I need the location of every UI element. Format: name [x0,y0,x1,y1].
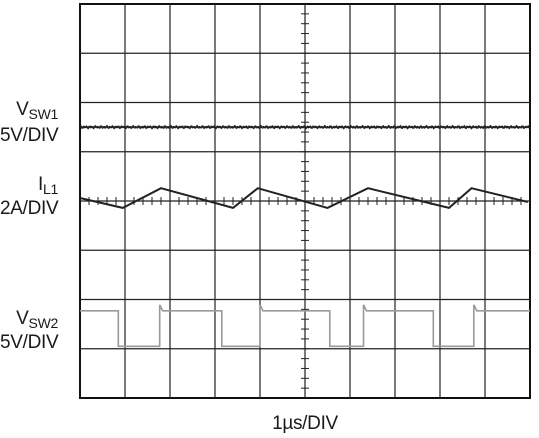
x-axis-label: 1µs/DIV [272,413,338,434]
channel-label-il1: IL1 [0,174,58,197]
scale-label-vsw1: 5V/DIV [0,125,59,146]
vsw2-label-main: V [16,308,29,329]
trace-vsw2 [80,304,530,348]
channel-label-vsw1: VSW1 [0,99,59,122]
grid [80,4,530,398]
trace-il1 [79,187,529,209]
il1-label-sub: L1 [43,181,58,197]
scale-label-vsw2: 5V/DIV [0,332,59,353]
vsw2-label-sub: SW2 [28,315,59,331]
scale-label-il1: 2A/DIV [0,198,59,219]
channel-label-vsw2: VSW2 [0,308,59,331]
traces [79,124,531,348]
il1-label-main: I [38,174,44,195]
trace-vsw1 [79,124,531,130]
vsw1-label-main: V [16,99,29,120]
vsw1-label-sub: SW1 [28,106,59,122]
